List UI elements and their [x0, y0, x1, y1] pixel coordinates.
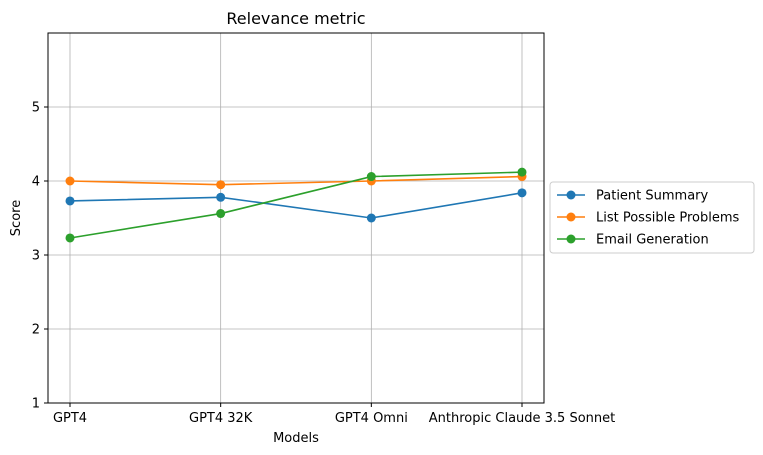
legend-label: Patient Summary [596, 189, 709, 204]
y-tick-label: 1 [32, 397, 40, 412]
x-tick-label: GPT4 32K [189, 411, 253, 426]
legend-label: List Possible Problems [596, 211, 739, 226]
series-layer [65, 167, 527, 243]
grid-lines [48, 33, 544, 404]
y-tick-label: 2 [32, 323, 40, 338]
data-point [366, 172, 376, 182]
y-axis-ticks: 1 2 3 4 5 [32, 101, 48, 412]
legend-box [549, 181, 755, 254]
chart-title: Relevance metric [226, 9, 365, 28]
x-axis-label: Models [273, 431, 319, 446]
data-point [216, 209, 226, 219]
series-line-2 [69, 171, 523, 239]
series-line-0 [69, 192, 523, 219]
data-point [65, 196, 75, 206]
data-point [216, 192, 226, 202]
y-tick-label: 4 [32, 175, 40, 190]
data-point [517, 188, 527, 198]
legend-label: Email Generation [596, 233, 709, 248]
x-tick-label: Anthropic Claude 3.5 Sonnet [429, 411, 616, 426]
x-tick-label: GPT4 Omni [335, 411, 408, 426]
series-line-1 [69, 175, 523, 186]
x-axis-ticks: GPT4 GPT4 32K GPT4 Omni Anthropic Claude 3.… [53, 403, 615, 426]
plot-frame [47, 32, 545, 404]
data-point [65, 233, 75, 243]
y-axis-label: Score [9, 200, 24, 236]
legend-swatch-marker [566, 212, 576, 222]
y-tick-label: 5 [32, 101, 40, 116]
legend-swatch-marker [566, 234, 576, 244]
data-point [517, 167, 527, 177]
data-point [65, 176, 75, 186]
legend: Patient Summary List Possible Problems Ema… [549, 181, 755, 254]
data-point [216, 180, 226, 190]
data-point [366, 213, 376, 223]
y-tick-label: 3 [32, 249, 40, 264]
x-tick-label: GPT4 [53, 411, 87, 426]
legend-swatch-marker [566, 190, 576, 200]
